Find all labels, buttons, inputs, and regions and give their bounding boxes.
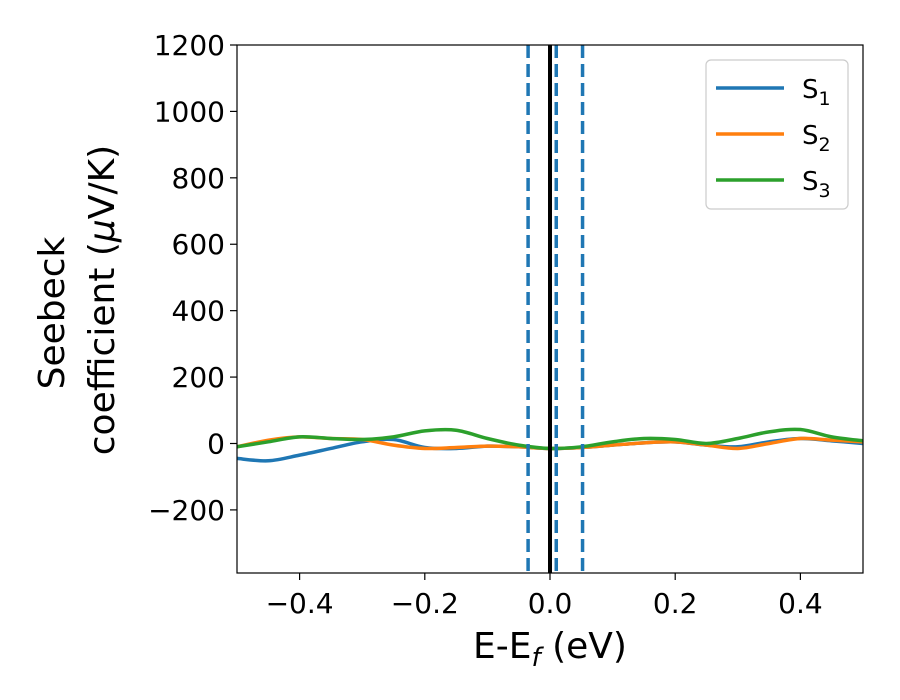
y-axis-label-line1: Seebeck — [32, 236, 73, 389]
y-tick-label: 0 — [207, 427, 225, 460]
x-tick-label: 0.4 — [778, 587, 823, 620]
plot-content — [237, 45, 863, 573]
y-axis-label-pre: coefficient ( — [82, 242, 123, 455]
y-axis-label-post: V/K) — [82, 145, 123, 219]
y-tick-label: 600 — [172, 228, 225, 261]
legend-label-s1: S1 — [802, 75, 831, 110]
legend-label-s3: S3 — [802, 167, 831, 202]
x-axis-label-main: E-E — [473, 626, 531, 667]
y-tick-label: 1000 — [154, 95, 225, 128]
legend: S1 S2 S3 — [705, 59, 849, 210]
x-tick-label: −0.4 — [266, 587, 334, 620]
x-axis-label: E-Ef (eV) — [473, 626, 627, 673]
y-tick-label: 1200 — [154, 29, 225, 62]
y-axis-label-line2: coefficient (μV/K) — [82, 145, 123, 455]
y-axis: −200 0 200 400 600 800 1000 1200 — [148, 29, 237, 527]
y-tick-label: 400 — [172, 295, 225, 328]
x-tick-label: 0.0 — [528, 587, 573, 620]
x-tick-label: −0.2 — [391, 587, 459, 620]
y-tick-label: 200 — [172, 361, 225, 394]
x-axis-label-unit: (eV) — [541, 626, 627, 667]
x-axis: −0.4 −0.2 0.0 0.2 0.4 — [266, 573, 823, 620]
y-axis-label-mu: μ — [82, 219, 123, 243]
y-tick-label: −200 — [148, 494, 225, 527]
x-tick-label: 0.2 — [653, 587, 698, 620]
legend-label-s2: S2 — [802, 121, 831, 156]
y-tick-label: 800 — [172, 162, 225, 195]
